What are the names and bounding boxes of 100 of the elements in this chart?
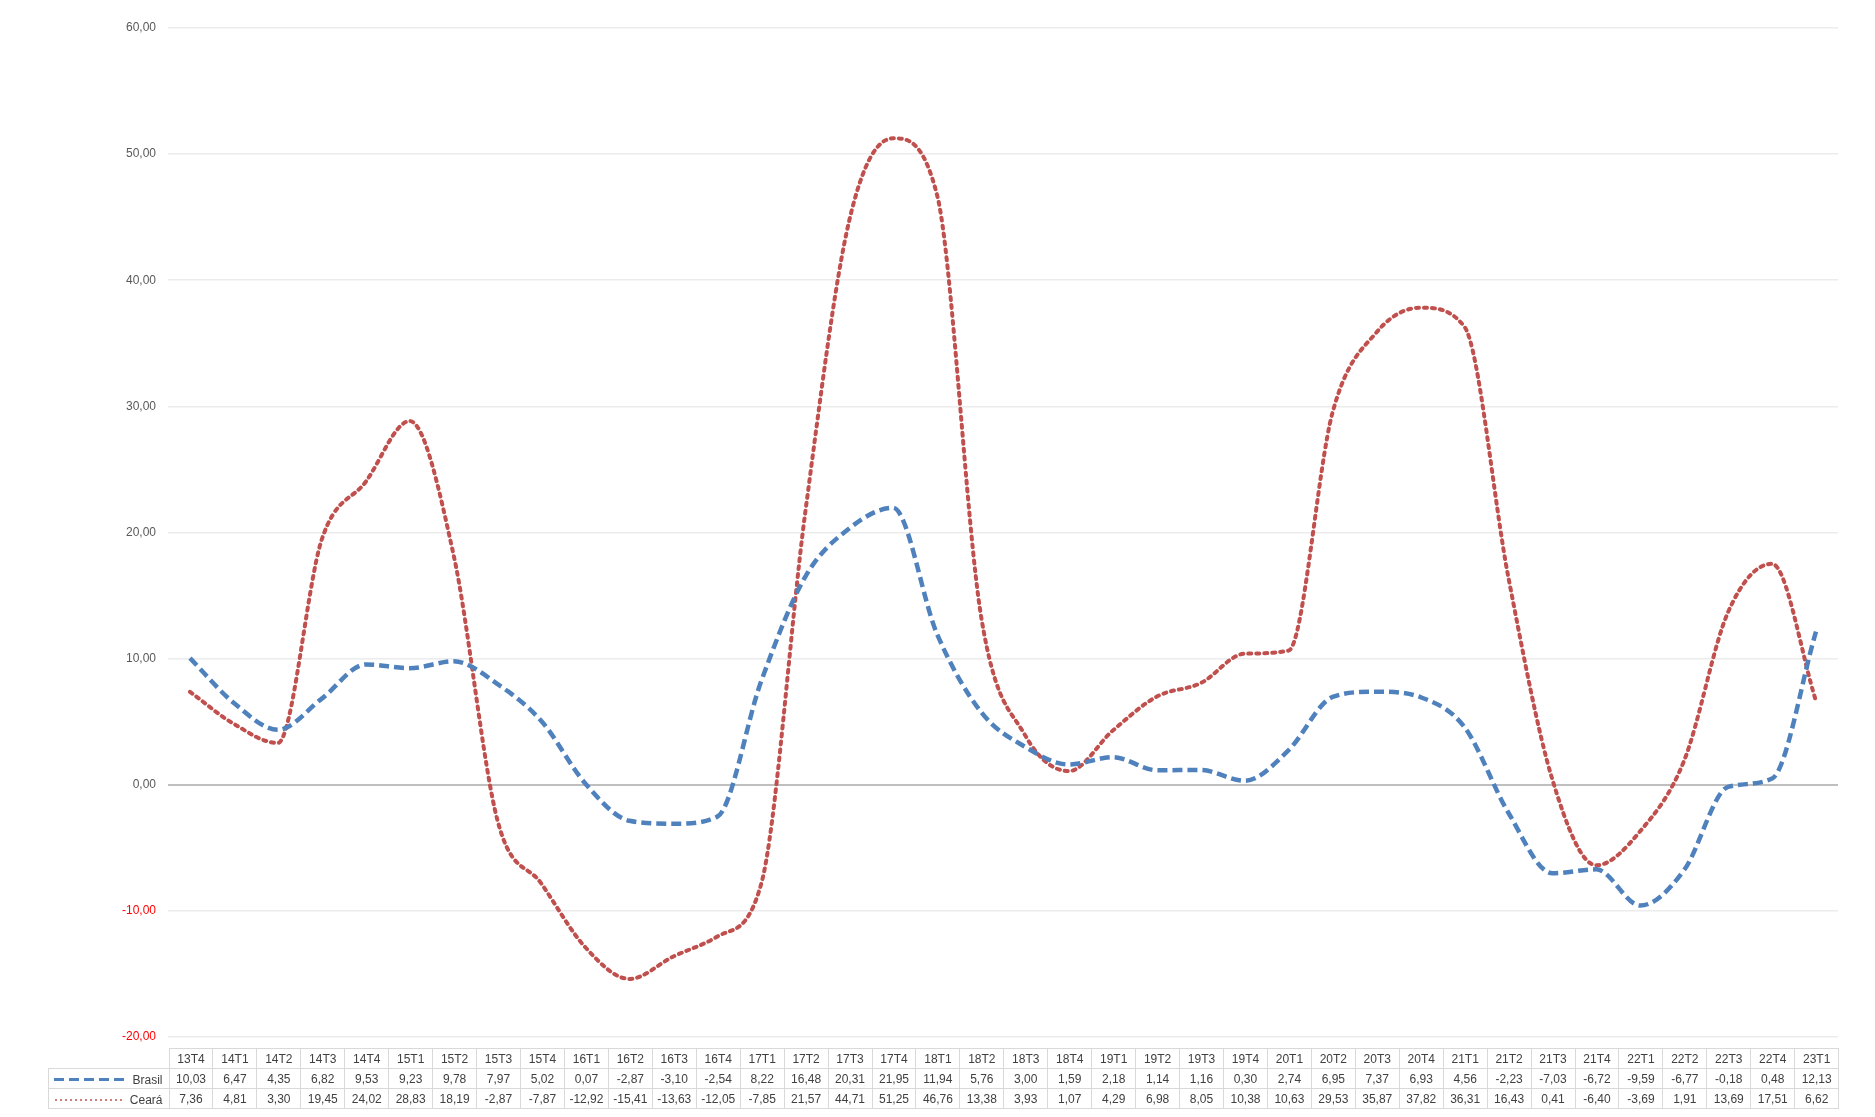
data-label: 37,82 xyxy=(1399,1088,1444,1109)
data-label: -7,87 xyxy=(520,1088,565,1109)
data-label: 6,82 xyxy=(300,1068,345,1089)
data-label: 5,76 xyxy=(959,1068,1004,1089)
data-label: 7,37 xyxy=(1355,1068,1400,1089)
data-label: -9,59 xyxy=(1618,1068,1663,1089)
x-tick-label: 19T4 xyxy=(1223,1048,1268,1069)
x-tick-label: 15T3 xyxy=(476,1048,521,1069)
data-label: 6,95 xyxy=(1311,1068,1356,1089)
y-tick-label: 0,00 xyxy=(132,776,157,791)
data-label: -7,03 xyxy=(1531,1068,1575,1089)
x-tick-label: 13T4 xyxy=(169,1048,213,1069)
data-label: -3,69 xyxy=(1618,1088,1663,1109)
data-label: 4,56 xyxy=(1443,1068,1488,1089)
data-label: 4,35 xyxy=(256,1068,301,1089)
data-label: -0,18 xyxy=(1706,1068,1751,1089)
data-label: 19,45 xyxy=(300,1088,345,1109)
data-label: 10,03 xyxy=(169,1068,213,1089)
x-tick-label: 21T2 xyxy=(1487,1048,1532,1069)
x-tick-label: 17T3 xyxy=(828,1048,872,1069)
x-tick-label: 16T2 xyxy=(608,1048,653,1069)
x-tick-label: 20T3 xyxy=(1355,1048,1400,1069)
data-label: 9,78 xyxy=(432,1068,477,1089)
data-label: 1,16 xyxy=(1179,1068,1224,1089)
y-tick-label: 60,00 xyxy=(125,20,157,35)
x-tick-label: 21T4 xyxy=(1575,1048,1619,1069)
data-label: 9,23 xyxy=(388,1068,433,1089)
data-label: 5,02 xyxy=(520,1068,565,1089)
x-tick-label: 20T1 xyxy=(1267,1048,1312,1069)
data-label: 4,81 xyxy=(212,1088,257,1109)
data-label: -12,92 xyxy=(564,1088,609,1109)
data-label: 11,94 xyxy=(915,1068,960,1089)
data-label: 21,95 xyxy=(872,1068,916,1089)
data-label: 13,69 xyxy=(1706,1088,1751,1109)
x-tick-label: 21T1 xyxy=(1443,1048,1488,1069)
x-tick-label: 14T1 xyxy=(212,1048,257,1069)
x-tick-label: 14T3 xyxy=(300,1048,345,1069)
data-label: 0,41 xyxy=(1531,1088,1575,1109)
data-label: 20,31 xyxy=(828,1068,872,1089)
data-label: 1,07 xyxy=(1047,1088,1092,1109)
x-tick-label: 18T2 xyxy=(959,1048,1004,1069)
data-label: 3,30 xyxy=(256,1088,301,1109)
x-tick-label: 23T1 xyxy=(1794,1048,1839,1069)
data-label: 8,05 xyxy=(1179,1088,1224,1109)
x-tick-label: 19T2 xyxy=(1135,1048,1180,1069)
data-label: -12,05 xyxy=(696,1088,741,1109)
x-tick-label: 21T3 xyxy=(1531,1048,1575,1069)
data-label: 0,07 xyxy=(564,1068,609,1089)
data-label: -2,87 xyxy=(476,1088,521,1109)
data-label: -2,54 xyxy=(696,1068,741,1089)
x-tick-label: 18T4 xyxy=(1047,1048,1092,1069)
data-label: 29,53 xyxy=(1311,1088,1356,1109)
data-label: 16,48 xyxy=(784,1068,829,1089)
data-label: -13,63 xyxy=(652,1088,697,1109)
data-label: -2,23 xyxy=(1487,1068,1532,1089)
data-label: -3,10 xyxy=(652,1068,697,1089)
y-tick-label: -10,00 xyxy=(121,903,157,918)
x-tick-label: 17T1 xyxy=(740,1048,785,1069)
x-tick-label: 20T2 xyxy=(1311,1048,1356,1069)
data-label: 6,93 xyxy=(1399,1068,1444,1089)
x-tick-label: 14T4 xyxy=(344,1048,389,1069)
x-tick-label: 16T3 xyxy=(652,1048,697,1069)
data-label: -6,77 xyxy=(1662,1068,1707,1089)
y-tick-label: -20,00 xyxy=(121,1029,157,1044)
data-label: -15,41 xyxy=(608,1088,653,1109)
data-label: 9,53 xyxy=(344,1068,389,1089)
data-label: 16,43 xyxy=(1487,1088,1532,1109)
line-series xyxy=(187,505,1819,908)
data-label: 24,02 xyxy=(344,1088,389,1109)
data-label: 44,71 xyxy=(828,1088,872,1109)
y-tick-label: 50,00 xyxy=(125,146,157,161)
y-tick-label: 40,00 xyxy=(125,272,157,287)
data-label: -6,40 xyxy=(1575,1088,1619,1109)
x-tick-label: 18T1 xyxy=(915,1048,960,1069)
x-tick-label: 18T3 xyxy=(1003,1048,1048,1069)
data-label: 2,74 xyxy=(1267,1068,1312,1089)
x-tick-label: 22T3 xyxy=(1706,1048,1751,1069)
data-label: -6,72 xyxy=(1575,1068,1619,1089)
legend-label: Brasil xyxy=(132,1072,163,1087)
data-label: 0,30 xyxy=(1223,1068,1268,1089)
data-label: 28,83 xyxy=(388,1088,433,1109)
x-tick-label: 16T1 xyxy=(564,1048,609,1069)
line-series xyxy=(187,136,1819,981)
data-label: 7,97 xyxy=(476,1068,521,1089)
x-tick-label: 14T2 xyxy=(256,1048,301,1069)
data-label: 6,47 xyxy=(212,1068,257,1089)
x-tick-label: 15T1 xyxy=(388,1048,433,1069)
data-label: 12,13 xyxy=(1794,1068,1839,1089)
x-tick-label: 19T1 xyxy=(1091,1048,1136,1069)
data-label: 6,98 xyxy=(1135,1088,1180,1109)
x-tick-label: 17T4 xyxy=(872,1048,916,1069)
data-label: 1,14 xyxy=(1135,1068,1180,1089)
data-label: 35,87 xyxy=(1355,1088,1400,1109)
data-label: 21,57 xyxy=(784,1088,829,1109)
data-label: -7,85 xyxy=(740,1088,785,1109)
data-label: 10,63 xyxy=(1267,1088,1312,1109)
data-label: 3,93 xyxy=(1003,1088,1048,1109)
x-tick-label: 15T4 xyxy=(520,1048,565,1069)
x-tick-label: 19T3 xyxy=(1179,1048,1224,1069)
data-label: 2,18 xyxy=(1091,1068,1136,1089)
